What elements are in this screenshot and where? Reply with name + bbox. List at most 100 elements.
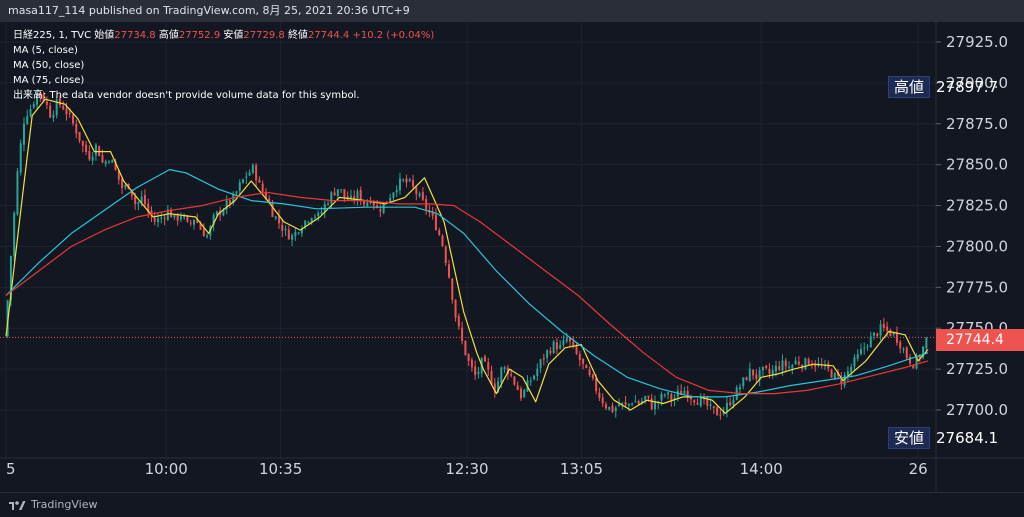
- candle-body: [614, 407, 617, 412]
- candle-body: [742, 377, 745, 387]
- candle-body: [336, 189, 339, 197]
- candle-body: [565, 338, 568, 342]
- candle-body: [575, 346, 578, 354]
- candle-body: [846, 370, 849, 377]
- legend-volume-note: 出来高: The data vendor doesn't provide vol…: [13, 90, 360, 101]
- candle-body: [143, 195, 146, 205]
- candle-body: [49, 105, 52, 118]
- y-tick-label: 27775.0: [946, 278, 1008, 296]
- candle-body: [385, 201, 388, 203]
- candle-body: [124, 185, 127, 188]
- legend-ma5[interactable]: MA (5, close): [13, 45, 78, 56]
- candle-body: [487, 362, 490, 370]
- candle-body: [160, 217, 163, 219]
- candle-body: [879, 324, 882, 336]
- y-tick-label: 27825.0: [946, 197, 1008, 215]
- candle-body: [58, 98, 61, 106]
- candle-body: [19, 143, 22, 173]
- y-tick-label: 27700.0: [946, 401, 1008, 419]
- candle-body: [477, 371, 480, 375]
- legend-open-label: 始値: [94, 30, 115, 41]
- candle-body: [22, 123, 25, 145]
- candle-body: [271, 203, 274, 218]
- candle-body: [850, 366, 853, 373]
- candle-body: [647, 395, 650, 398]
- candle-body: [29, 109, 32, 116]
- candle-body: [683, 391, 686, 394]
- candle-body: [608, 406, 611, 410]
- candle-body: [604, 404, 607, 409]
- candle-body: [500, 367, 503, 383]
- chart-area[interactable]: 27700.027725.027750.027775.027800.027825…: [0, 22, 1024, 492]
- candle-body: [892, 332, 895, 335]
- moving-averages: [5, 98, 929, 414]
- tradingview-logo-icon: [9, 501, 26, 510]
- candle-body: [542, 357, 545, 360]
- candle-body: [327, 203, 330, 205]
- candle-body: [559, 344, 562, 349]
- candle-body: [287, 229, 290, 240]
- candle-body: [562, 340, 565, 345]
- candle-body: [670, 394, 673, 402]
- candle-body: [117, 170, 120, 180]
- legend-ma75[interactable]: MA (75, close): [13, 75, 85, 86]
- candle-body: [173, 214, 176, 218]
- candle-body: [493, 383, 496, 393]
- candle-body: [869, 336, 872, 348]
- candle-body: [918, 355, 921, 358]
- legend-change: +10.2 (+0.04%): [352, 30, 435, 41]
- high-price-label: 高値 27897.7: [888, 76, 998, 98]
- candle-body: [9, 255, 12, 301]
- candle-body: [235, 191, 238, 194]
- candle-body: [434, 214, 437, 230]
- footer-brand: TradingView: [31, 498, 98, 511]
- candle-body: [284, 228, 287, 230]
- candle-body: [882, 323, 885, 329]
- candle-body: [189, 222, 192, 224]
- candle-body: [317, 212, 320, 217]
- candle-body: [689, 396, 692, 400]
- x-tick-label: 13:05: [560, 460, 603, 478]
- last-price-label: 27744.4: [936, 329, 1024, 351]
- y-tick-label: 27800.0: [946, 237, 1008, 255]
- candle-body: [483, 356, 486, 362]
- price-axis[interactable]: 27700.027725.027750.027775.027800.027825…: [936, 33, 1008, 419]
- legend-high-label: 高値: [158, 30, 179, 41]
- x-tick-label: 26: [909, 460, 928, 478]
- candle-body: [36, 92, 39, 105]
- candle-body: [696, 402, 699, 405]
- candle-body: [78, 131, 81, 141]
- candle-body: [552, 341, 555, 353]
- legend-ma50[interactable]: MA (50, close): [13, 60, 85, 71]
- candle-body: [202, 228, 205, 237]
- candle-body: [513, 376, 516, 385]
- candle-body: [830, 369, 833, 378]
- candle-body: [199, 223, 202, 230]
- candle-body: [549, 350, 552, 354]
- time-axis[interactable]: 5 10:00 10:35 12:30 13:05 14:00 26: [6, 460, 928, 478]
- footer: TradingView: [0, 492, 1024, 517]
- candle-body: [533, 375, 536, 380]
- candle-body: [640, 401, 643, 404]
- candle-body: [294, 231, 297, 237]
- candle-body: [16, 171, 19, 215]
- candle-body: [588, 369, 591, 376]
- candle-body: [183, 215, 186, 218]
- candle-body: [343, 189, 346, 197]
- candle-body: [467, 354, 470, 361]
- candle-body: [206, 235, 209, 238]
- candle-body: [725, 403, 728, 412]
- candle-body: [330, 192, 333, 204]
- candle-body: [366, 202, 369, 206]
- candle-body: [444, 246, 447, 263]
- candle-body: [225, 200, 228, 210]
- candle-body: [627, 403, 630, 406]
- legend-close-label: 終値: [287, 30, 308, 41]
- candle-body: [546, 350, 549, 358]
- y-tick-label: 27725.0: [946, 360, 1008, 378]
- candle-body: [905, 347, 908, 359]
- candle-body: [242, 179, 245, 183]
- candle-body: [644, 396, 647, 400]
- ma-line-2: [5, 169, 929, 398]
- candle-body: [722, 411, 725, 414]
